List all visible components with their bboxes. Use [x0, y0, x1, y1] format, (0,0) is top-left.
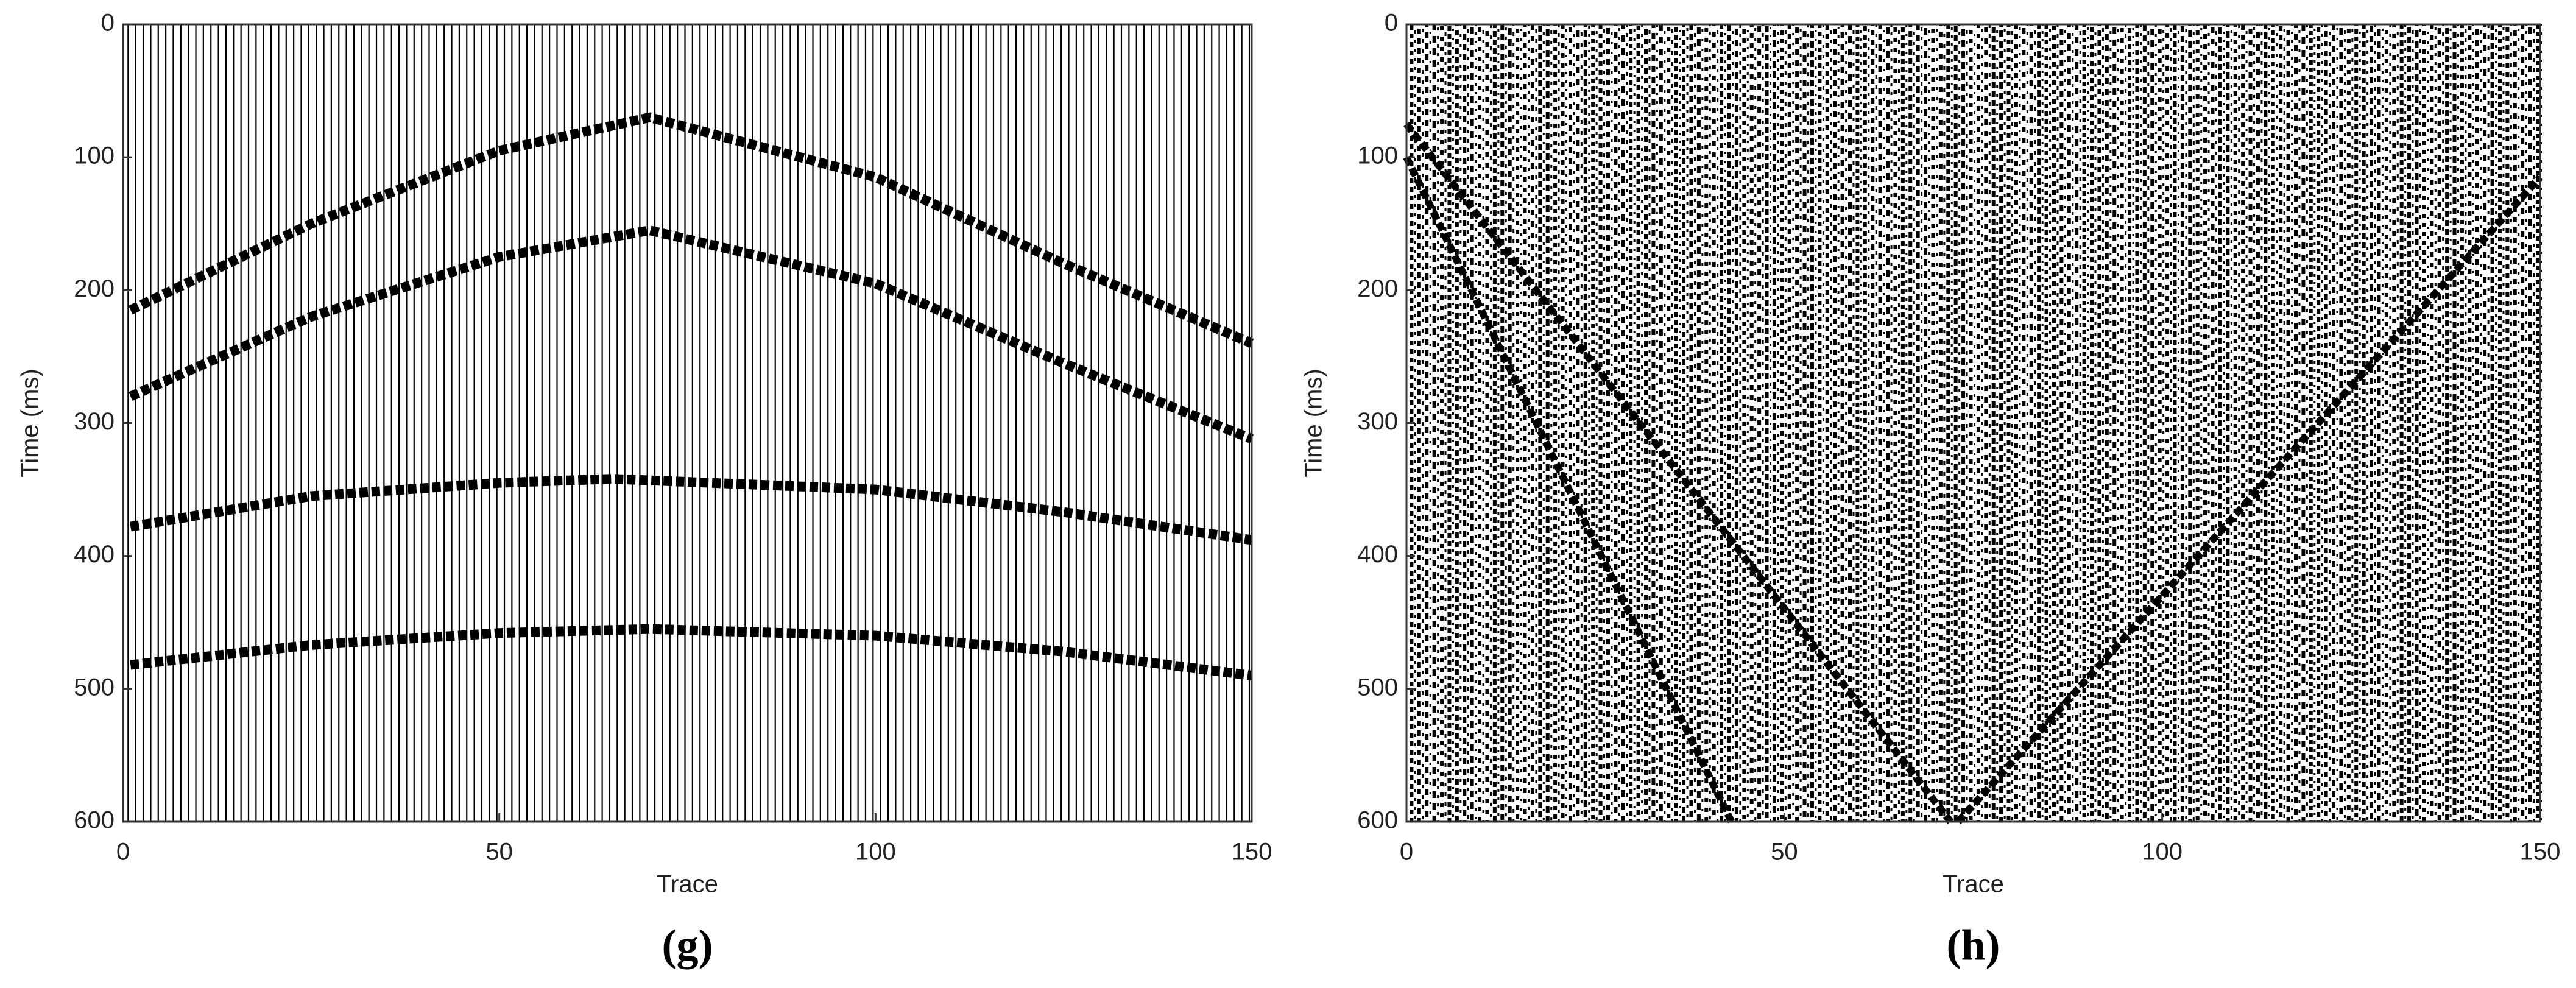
- y-tick-label: 0: [101, 10, 115, 37]
- caption: (h): [1947, 921, 2000, 970]
- y-tick-label: 100: [1357, 143, 1398, 169]
- y-tick-label: 300: [74, 408, 115, 435]
- x-tick-label: 100: [855, 839, 896, 866]
- x-axis-label: Trace: [657, 871, 718, 898]
- event-line: [1403, 155, 1735, 824]
- y-tick-label: 300: [1357, 408, 1398, 435]
- y-tick-label: 600: [1357, 807, 1398, 834]
- y-tick-label: 200: [1357, 275, 1398, 302]
- y-tick-label: 100: [74, 143, 115, 169]
- x-tick-label: 50: [1771, 839, 1798, 866]
- event-line: [1403, 121, 1954, 824]
- x-tick-label: 150: [2520, 839, 2561, 866]
- y-axis-label: Time (ms): [1300, 369, 1327, 477]
- y-tick-label: 400: [1357, 541, 1398, 568]
- y-tick-label: 200: [74, 275, 115, 302]
- event-line: [129, 225, 1254, 444]
- x-tick-label: 0: [1400, 839, 1413, 866]
- y-tick-label: 400: [74, 541, 115, 568]
- plot-frame: [122, 23, 1253, 823]
- x-tick-label: 0: [116, 839, 130, 866]
- event-line: [1955, 174, 2543, 825]
- event-line: [130, 474, 1253, 545]
- x-axis-label: Trace: [1943, 871, 2004, 898]
- caption: (g): [662, 921, 713, 970]
- y-tick-label: 0: [1385, 10, 1398, 37]
- y-tick-label: 600: [74, 807, 115, 834]
- event-line: [128, 112, 1254, 348]
- x-tick-label: 100: [2142, 839, 2183, 866]
- x-tick-label: 50: [485, 839, 513, 866]
- y-tick-label: 500: [74, 674, 115, 700]
- y-tick-label: 500: [1357, 674, 1398, 700]
- x-tick-label: 150: [1232, 839, 1272, 866]
- y-axis-label: Time (ms): [17, 369, 44, 477]
